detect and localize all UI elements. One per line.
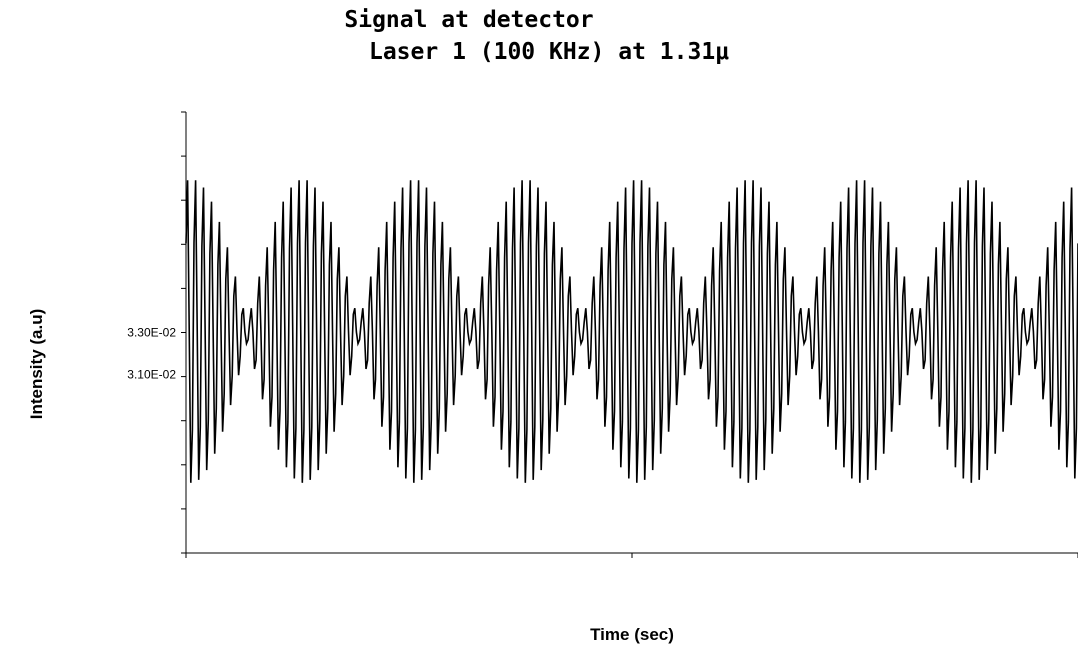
y-axis-title: Intensity (a.u): [27, 309, 46, 420]
chart-title: Signal at detector: [344, 7, 594, 33]
tick-labels: 3.30E-02 3.10E-02: [127, 326, 176, 382]
x-axis-title: Time (sec): [590, 625, 674, 644]
series-layer: [185, 180, 1078, 483]
chart-subtitle: Laser 1 (100 KHz) at 1.31μ: [368, 39, 730, 65]
series-line: [185, 180, 1078, 483]
y-tick-label: 3.10E-02: [127, 368, 176, 382]
y-tick-label: 3.30E-02: [127, 326, 176, 340]
tick-marks: [181, 111, 1078, 558]
chart-title-block: Signal at detector Laser 1 (100 KHz) at …: [0, 4, 1078, 68]
